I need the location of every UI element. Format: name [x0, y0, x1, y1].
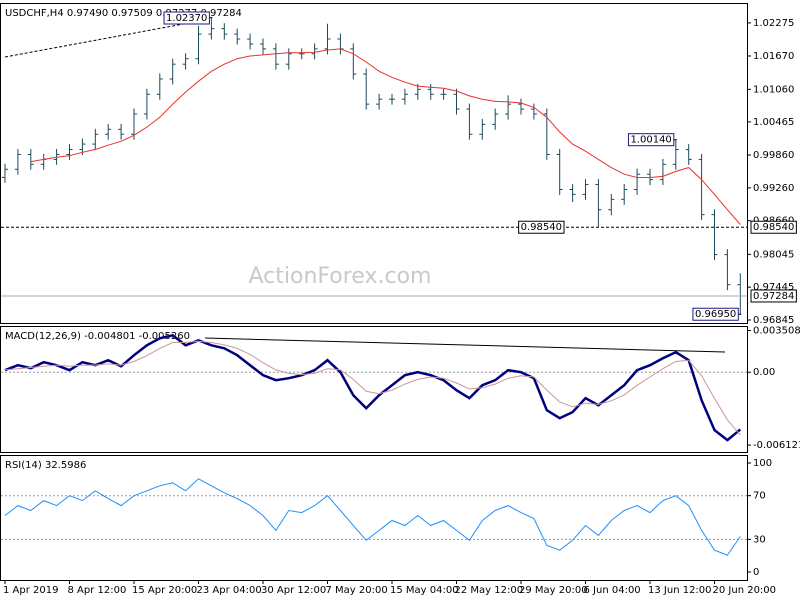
- annotation-box: [627, 133, 675, 147]
- panel-title: USDCHF,H4 0.97490 0.97509 0.97277 0.9728…: [5, 8, 242, 19]
- indicator-line: [4, 340, 741, 436]
- watermark: ActionForex.com: [249, 264, 432, 289]
- y-tick-label: -0.006121: [753, 440, 800, 451]
- x-tick-label: 20 Jun 20:00: [713, 585, 777, 596]
- y-tick-label: 100: [753, 458, 772, 469]
- y-tick-label: 1.01670: [753, 51, 794, 62]
- y-tick-label: 1.01060: [753, 84, 794, 95]
- panel-title: RSI(14) 32.5986: [5, 460, 86, 471]
- x-tick-label: 15 Apr 20:00: [132, 585, 197, 596]
- x-tick-label: 7 May 20:00: [326, 585, 388, 596]
- annotation: 0.96950: [695, 309, 736, 320]
- annotation-box: [692, 307, 739, 321]
- y-tick-label: 70: [753, 491, 766, 502]
- y-tick-label: 1.02275: [753, 18, 794, 29]
- x-tick-label: 6 Jun 04:00: [584, 585, 641, 596]
- panel-title: MACD(12,26,9) -0.004801 -0.005260: [5, 331, 190, 342]
- macd-trend-line: [204, 337, 726, 353]
- indicator-line: [4, 478, 741, 556]
- x-tick-label: 29 May 20:00: [519, 585, 588, 596]
- indicator-line: [30, 48, 741, 225]
- rsi-panel: [0, 455, 748, 581]
- level-label-box: [518, 220, 565, 234]
- annotation: 1.02370: [166, 13, 207, 24]
- x-tick-label: 23 Apr 04:00: [197, 585, 262, 596]
- macd-panel: [0, 326, 748, 453]
- current-price-label-box: [750, 289, 797, 303]
- y-tick-label: 0.99260: [753, 183, 794, 194]
- y-tick-label: 0.97445: [753, 282, 794, 293]
- annotation-box: [163, 11, 210, 25]
- y-tick-label: 0.00: [753, 367, 775, 378]
- indicator-line: [4, 333, 742, 442]
- y-tick-label: 1.00465: [753, 117, 794, 128]
- x-tick-label: 30 Apr 12:00: [261, 585, 326, 596]
- price-panel: [0, 3, 748, 324]
- level-axis-label-box: [750, 220, 797, 234]
- x-tick-label: 1 Apr 2019: [3, 585, 58, 596]
- y-tick-label: 0.99860: [753, 150, 794, 161]
- x-tick-label: 22 May 12:00: [455, 585, 524, 596]
- y-tick-label: 0.003508: [753, 325, 800, 336]
- y-tick-label: 0: [753, 567, 759, 578]
- current-price-label: 0.97284: [753, 291, 794, 302]
- x-tick-label: 15 May 04:00: [390, 585, 459, 596]
- annotation: 1.00140: [630, 135, 671, 146]
- level-label: 0.98540: [521, 222, 562, 233]
- y-tick-label: 0.96845: [753, 315, 794, 326]
- y-tick-label: 30: [753, 534, 766, 545]
- x-tick-label: 13 Jun 12:00: [648, 585, 712, 596]
- level-axis-label: 0.98540: [753, 222, 794, 233]
- x-tick-label: 8 Apr 12:00: [68, 585, 127, 596]
- trend-line: [4, 19, 206, 58]
- y-tick-label: 0.98045: [753, 249, 794, 260]
